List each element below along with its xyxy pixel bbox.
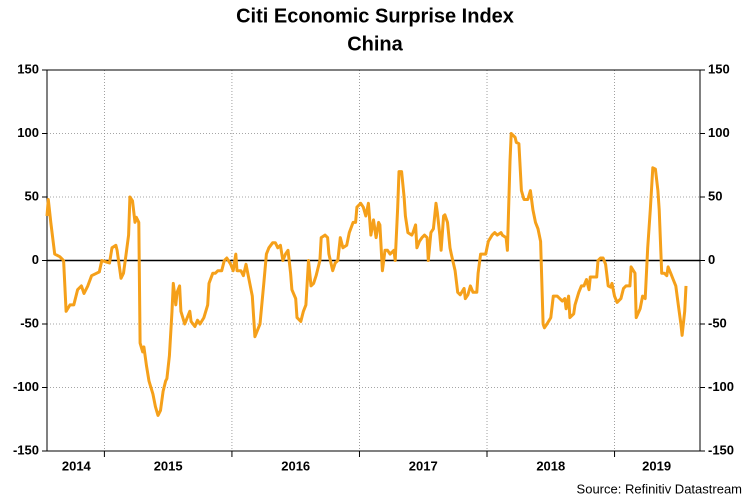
data-line [45, 132, 688, 417]
y2-tick-label: 100 [708, 125, 730, 140]
y2-tick-label: -50 [708, 315, 727, 330]
x-tick-label: 2014 [62, 458, 92, 473]
x-tick-label: 2017 [409, 458, 438, 473]
y-tick-label: 0 [32, 252, 39, 267]
y2-tick-label: -150 [708, 442, 734, 457]
chart-title: Citi Economic Surprise Index [236, 5, 514, 27]
x-tick-label: 2019 [642, 458, 671, 473]
y-tick-label: -150 [13, 442, 39, 457]
y2-tick-label: 0 [708, 252, 715, 267]
x-tick-label: 2018 [536, 458, 565, 473]
chart-subtitle: China [347, 33, 403, 55]
y-tick-label: 50 [25, 188, 39, 203]
x-tick-label: 2015 [154, 458, 183, 473]
y2-tick-label: 50 [708, 188, 722, 203]
y2-tick-label: 150 [708, 61, 730, 76]
y-tick-label: -50 [20, 315, 39, 330]
y-tick-label: -100 [13, 379, 39, 394]
y-tick-label: 150 [17, 61, 39, 76]
y-tick-label: 100 [17, 125, 39, 140]
source-note: Source: Refinitiv Datastream [577, 481, 742, 496]
plot-frame [46, 69, 701, 452]
x-tick-label: 2016 [281, 458, 310, 473]
y2-tick-label: -100 [708, 379, 734, 394]
